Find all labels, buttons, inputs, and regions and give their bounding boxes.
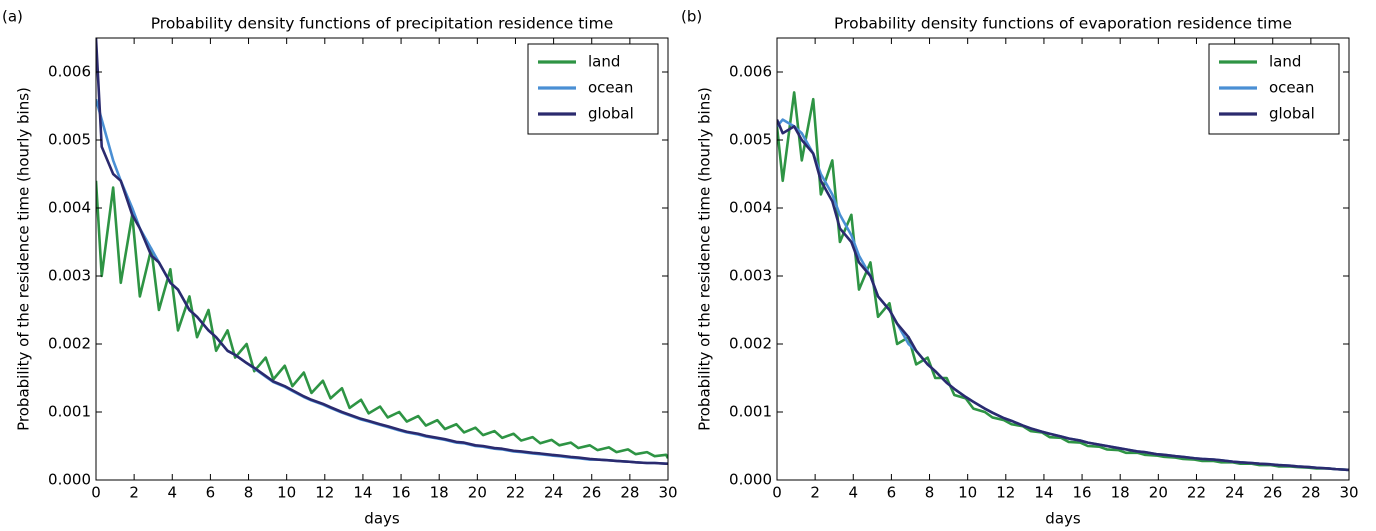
x-tick-label: 0 [772,484,782,502]
x-axis-label: days [1045,510,1081,528]
panel-label: (b) [681,8,702,26]
y-tick-label: 0.004 [729,199,772,217]
x-tick-label: 0 [91,484,101,502]
y-tick-label: 0.002 [729,335,772,353]
x-tick-label: 22 [1187,484,1206,502]
x-tick-label: 4 [167,484,177,502]
legend-label: global [1269,105,1315,123]
series-line [96,38,668,465]
x-tick-label: 12 [315,484,334,502]
x-tick-label: 26 [1263,484,1282,502]
y-tick-label: 0.005 [48,131,91,149]
y-tick-label: 0.003 [729,267,772,285]
y-tick-label: 0.005 [729,131,772,149]
x-tick-label: 6 [206,484,216,502]
x-tick-label: 6 [887,484,897,502]
plot-frame [776,37,1350,481]
x-tick-label: 22 [506,484,525,502]
x-tick-label: 30 [658,484,677,502]
x-tick-label: 18 [1111,484,1130,502]
panel: (b) Probability density functions of evap… [681,8,1359,528]
y-tick-label: 0.001 [48,403,91,421]
x-tick-label: 24 [544,484,563,502]
y-axis-label: Probability of the residence time (hourl… [15,87,33,431]
legend-label: land [1269,53,1301,71]
x-tick-label: 28 [620,484,639,502]
series-group [96,38,668,465]
x-tick-label: 20 [468,484,487,502]
series-line [96,180,668,459]
y-tick-label: 0.000 [729,471,772,489]
y-tick-label: 0.006 [729,63,772,81]
legend-label: ocean [588,79,633,97]
y-tick-label: 0.000 [48,471,91,489]
series-line [777,119,1349,472]
x-tick-label: 12 [996,484,1015,502]
y-tick-label: 0.003 [48,267,91,285]
x-tick-label: 16 [392,484,411,502]
y-tick-label: 0.004 [48,199,91,217]
x-tick-label: 4 [848,484,858,502]
legend-label: global [588,105,634,123]
panel: (a) Probability density functions of prec… [2,8,678,528]
legend-label: ocean [1269,79,1314,97]
x-tick-label: 2 [810,484,820,502]
x-tick-label: 16 [1073,484,1092,502]
series-group [777,91,1349,472]
x-tick-label: 24 [1225,484,1244,502]
x-tick-label: 2 [129,484,139,502]
y-tick-label: 0.001 [729,403,772,421]
series-line [777,118,1349,472]
x-axis-label: days [364,510,400,528]
x-tick-label: 8 [244,484,254,502]
panel-label: (a) [2,8,23,26]
x-tick-label: 8 [925,484,935,502]
x-tick-label: 14 [1034,484,1053,502]
x-tick-label: 30 [1339,484,1358,502]
chart-title: Probability density functions of precipi… [151,15,614,33]
legend-label: land [588,53,620,71]
x-tick-label: 14 [353,484,372,502]
plot-frame [95,37,669,481]
y-tick-label: 0.002 [48,335,91,353]
x-tick-label: 20 [1149,484,1168,502]
x-tick-label: 10 [277,484,296,502]
x-tick-label: 26 [582,484,601,502]
y-tick-label: 0.006 [48,63,91,81]
series-line [777,91,1349,472]
x-tick-label: 10 [958,484,977,502]
x-tick-label: 28 [1301,484,1320,502]
y-axis-label: Probability of the residence time (hourl… [696,87,714,431]
chart-title: Probability density functions of evapora… [834,15,1292,33]
x-tick-label: 18 [430,484,449,502]
